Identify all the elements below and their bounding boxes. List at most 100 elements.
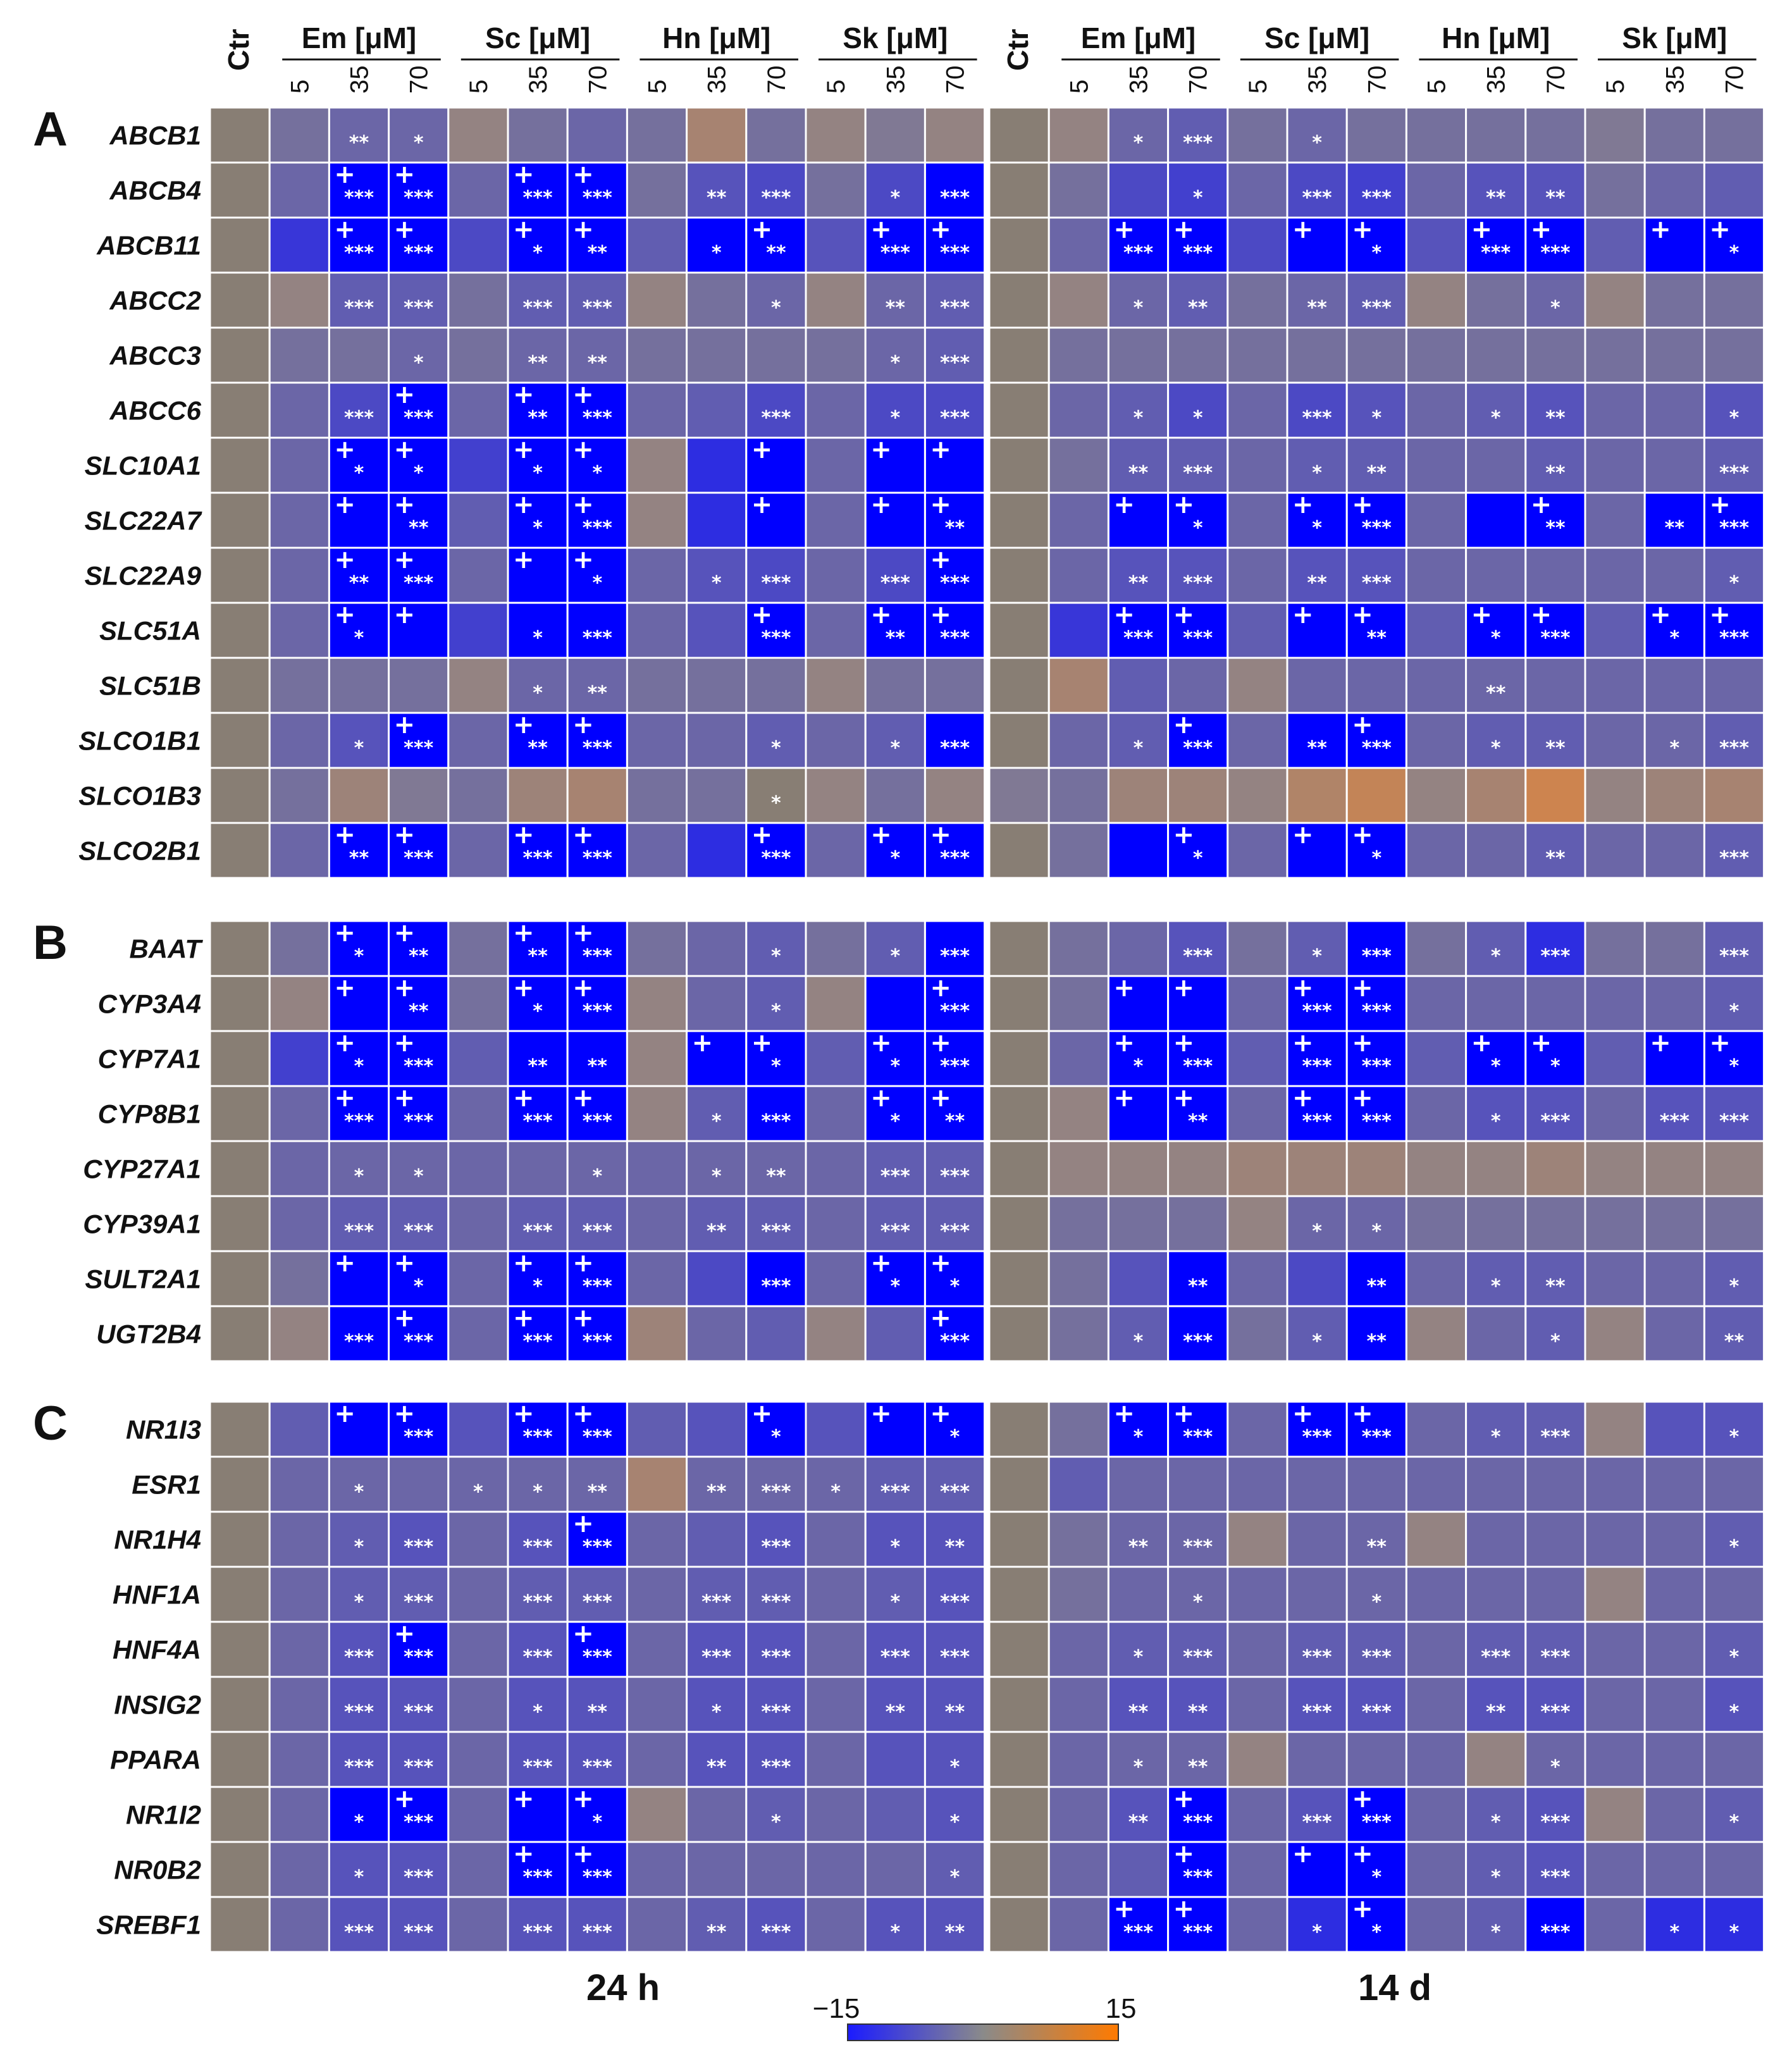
gene-label-slc51b: SLC51B [99, 671, 201, 701]
cell-abcb4-24-h-2-stars: *** [344, 187, 374, 209]
cell-ppara-24-h-1 [268, 1731, 330, 1788]
cell-ugt2b4-24-h-0 [209, 1305, 271, 1362]
cell-slc51b-24-h-0 [209, 657, 271, 714]
cell-cyp7a1-14-d-8-stars: * [1491, 1056, 1501, 1078]
cell-slc10a1-14-d-2-stars: ** [1128, 462, 1149, 485]
cell-srebf1-14-d-8-stars: * [1491, 1922, 1501, 1944]
cell-abcb11-14-d-5-plus: + [1292, 215, 1314, 244]
cell-ugt2b4-14-d-6-stars: ** [1367, 1331, 1387, 1353]
cell-slco1b1-14-d-7 [1405, 712, 1468, 769]
cell-slc51a-14-d-0 [988, 602, 1050, 659]
cell-sult2a1-24-h-2 [328, 1250, 390, 1307]
cell-insig2-14-d-5 [1286, 1676, 1348, 1733]
cell-slco1b1-14-d-8 [1465, 712, 1527, 769]
cell-hnf4a-14-d-11 [1643, 1621, 1705, 1678]
cell-slc51a-14-d-4 [1227, 602, 1288, 659]
cell-abcc2-14-d-3 [1167, 271, 1229, 329]
cell-esr1-24-h-12-stars: *** [940, 1481, 970, 1504]
cell-cyp7a1-14-d-2-plus: + [1113, 1028, 1135, 1058]
cell-insig2-24-h-12-stars: ** [945, 1702, 965, 1724]
cell-abcb1-24-h-12 [924, 106, 986, 164]
cell-slc10a1-14-d-4 [1227, 436, 1288, 494]
cell-nr1i3-24-h-9-stars: * [771, 1426, 781, 1449]
gene-label-abcc3: ABCC3 [109, 341, 201, 371]
cell-abcb1-24-h-8 [686, 106, 748, 164]
cell-esr1-24-h-11 [864, 1455, 926, 1513]
colorbar-min-label: −15 [813, 1993, 860, 2024]
cell-slc10a1-14-d-9-stars: ** [1545, 462, 1566, 485]
cell-abcb4-14-d-4 [1227, 161, 1288, 219]
cell-abcb4-24-h-1 [268, 161, 330, 219]
cell-nr1h4-24-h-1 [268, 1510, 330, 1568]
cell-insig2-24-h-6 [566, 1676, 628, 1733]
cell-nr0b2-24-h-5-plus: + [513, 1839, 535, 1869]
cell-abcb4-14-d-6-stars: *** [1362, 187, 1392, 209]
cell-insig2-14-d-8-stars: ** [1486, 1702, 1506, 1724]
cell-slc51a-24-h-9-stars: *** [761, 627, 791, 650]
cell-abcc6-24-h-6-stars: *** [583, 407, 612, 429]
cell-slco1b3-14-d-1 [1047, 767, 1109, 824]
cell-cyp8b1-24-h-6-stars: *** [583, 1111, 612, 1133]
cell-slco1b1-24-h-3-plus: + [394, 710, 416, 739]
cell-cyp7a1-24-h-2-plus: + [334, 1028, 355, 1058]
cell-hnf4a-24-h-4 [447, 1621, 509, 1678]
cell-abcc2-24-h-6-stars: *** [583, 297, 612, 319]
cell-abcb11-24-h-2-plus: + [334, 215, 355, 244]
cell-nr1i2-24-h-2-stars: * [354, 1812, 364, 1834]
cell-slc51a-24-h-0 [209, 602, 271, 659]
cell-abcb11-14-d-9 [1524, 216, 1586, 274]
column-label-14-d-0: Ctr [1001, 28, 1034, 71]
cell-slc10a1-14-d-0 [988, 436, 1050, 494]
cell-insig2-24-h-11-stars: ** [886, 1702, 906, 1724]
cell-slc22a7-14-d-8 [1465, 491, 1527, 549]
cell-abcb1-14-d-0 [988, 106, 1050, 164]
cell-sult2a1-24-h-10 [805, 1250, 867, 1307]
cell-sult2a1-24-h-6-stars: *** [583, 1276, 612, 1298]
cell-cyp27a1-24-h-3-stars: * [414, 1166, 424, 1188]
cell-cyp8b1-24-h-11 [864, 1085, 926, 1142]
cell-slc51a-24-h-11-plus: + [870, 600, 892, 629]
cell-nr1i2-14-d-7 [1405, 1786, 1468, 1843]
cell-insig2-24-h-7 [626, 1676, 688, 1733]
cell-sult2a1-14-d-0 [988, 1250, 1050, 1307]
cell-slco1b1-24-h-6-stars: *** [583, 738, 612, 760]
cell-hnf4a-14-d-2 [1107, 1621, 1170, 1678]
cell-hnf4a-14-d-9-stars: *** [1540, 1646, 1570, 1669]
cell-slc10a1-24-h-0 [209, 436, 271, 494]
cell-ugt2b4-24-h-8 [686, 1305, 748, 1362]
cell-slc22a7-14-d-7 [1405, 491, 1468, 549]
cell-hnf4a-14-d-5-stars: *** [1302, 1646, 1332, 1669]
cell-slc51b-24-h-5 [507, 657, 569, 714]
cell-slc22a9-14-d-5 [1286, 547, 1348, 604]
cell-slco1b1-14-d-10 [1584, 712, 1646, 769]
cell-cyp3a4-24-h-3-stars: ** [409, 1001, 429, 1023]
cell-cyp3a4-24-h-12-stars: *** [940, 1001, 970, 1023]
cell-cyp8b1-24-h-8-stars: * [712, 1111, 722, 1133]
cell-abcb1-14-d-11 [1643, 106, 1705, 164]
cell-abcb4-24-h-0 [209, 161, 271, 219]
cell-abcc6-14-d-8-stars: * [1491, 407, 1501, 429]
cell-cyp3a4-24-h-6 [566, 975, 628, 1032]
cell-sult2a1-14-d-11 [1643, 1250, 1705, 1307]
cell-hnf1a-24-h-8 [686, 1566, 748, 1623]
cell-slc22a7-24-h-5-stars: * [533, 517, 543, 540]
cell-nr1i2-14-d-12-stars: * [1729, 1812, 1739, 1834]
cell-abcc3-24-h-2 [328, 326, 390, 384]
cell-slc51a-14-d-3-plus: + [1173, 600, 1195, 629]
cell-insig2-14-d-0 [988, 1676, 1050, 1733]
cell-nr1i2-24-h-6-plus: + [572, 1784, 594, 1813]
cell-insig2-24-h-2-stars: *** [344, 1702, 374, 1724]
cell-abcb4-14-d-5 [1286, 161, 1348, 219]
cell-cyp39a1-14-d-5 [1286, 1195, 1348, 1252]
cell-nr1i3-24-h-6-stars: *** [583, 1426, 612, 1449]
cell-nr0b2-24-h-6-plus: + [572, 1839, 594, 1869]
cell-abcc6-24-h-4 [447, 381, 509, 439]
cell-slco1b1-24-h-11-stars: * [890, 738, 900, 760]
cell-baat-24-h-12-stars: *** [940, 946, 970, 968]
cell-srebf1-14-d-6-plus: + [1352, 1894, 1373, 1924]
cell-cyp8b1-14-d-10 [1584, 1085, 1646, 1142]
cell-abcc6-24-h-7 [626, 381, 688, 439]
cell-abcb11-24-h-1 [268, 216, 330, 274]
cell-hnf1a-14-d-3 [1167, 1566, 1229, 1623]
cell-slc10a1-14-d-3-stars: *** [1183, 462, 1213, 485]
